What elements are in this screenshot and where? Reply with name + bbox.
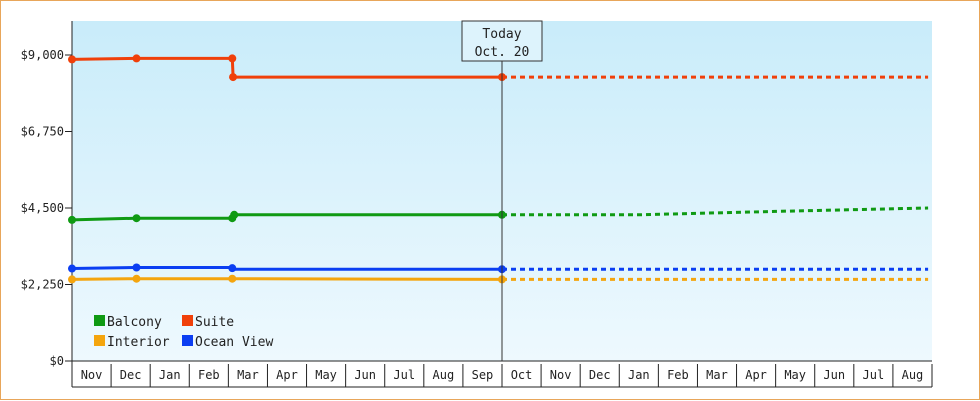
month-label: Oct (511, 368, 533, 382)
month-label: Apr (276, 368, 298, 382)
month-label: Jan (628, 368, 650, 382)
data-point-ocean-view (228, 264, 237, 273)
today-box (461, 20, 543, 62)
legend-swatch-balcony (94, 315, 105, 326)
month-label: Apr (745, 368, 767, 382)
month-label: Mar (706, 368, 728, 382)
month-label: Dec (589, 368, 611, 382)
today-date: Oct. 20 (475, 45, 530, 60)
legend-swatch-interior (94, 335, 105, 346)
legend-label-suite: Suite (195, 315, 234, 330)
today-label: Today (482, 27, 521, 42)
month-label: May (315, 368, 337, 382)
month-label: Nov (81, 368, 103, 382)
legend-label-balcony: Balcony (107, 315, 162, 330)
month-label: Aug (902, 368, 924, 382)
data-point-balcony (68, 215, 76, 224)
month-label: Jun (354, 368, 376, 382)
legend-swatch-ocean-view (182, 335, 193, 346)
month-label: May (784, 368, 806, 382)
month-label: Jul (863, 368, 885, 382)
month-label: Feb (198, 368, 220, 382)
y-tick-label: $2,250 (21, 278, 64, 292)
month-label: Dec (120, 368, 142, 382)
data-point-interior (132, 274, 141, 283)
month-label: Jan (159, 368, 181, 382)
data-point-interior (228, 274, 237, 283)
y-tick-label: $6,750 (21, 125, 64, 139)
y-tick-label: $0 (50, 354, 64, 368)
y-tick-label: $4,500 (21, 201, 64, 215)
month-label: Jun (823, 368, 845, 382)
series-line-interior (71, 277, 503, 281)
month-label: Aug (433, 368, 455, 382)
data-point-suite (68, 55, 76, 64)
data-point-suite (229, 73, 238, 82)
legend-label-ocean-view: Ocean View (195, 335, 273, 350)
data-point-suite (132, 54, 141, 63)
month-label: Nov (550, 368, 572, 382)
data-point-ocean-view (132, 263, 141, 272)
legend-swatch-suite (182, 315, 193, 326)
legend-label-interior: Interior (107, 335, 170, 350)
data-point-interior (68, 275, 76, 284)
month-label: Jul (393, 368, 415, 382)
month-label: Mar (237, 368, 259, 382)
y-tick-label: $9,000 (21, 48, 64, 62)
data-point-balcony (230, 210, 239, 219)
month-label: Feb (667, 368, 689, 382)
data-point-ocean-view (68, 264, 76, 273)
data-point-balcony (132, 214, 141, 223)
month-label: Sep (472, 368, 494, 382)
data-point-suite (228, 54, 237, 63)
